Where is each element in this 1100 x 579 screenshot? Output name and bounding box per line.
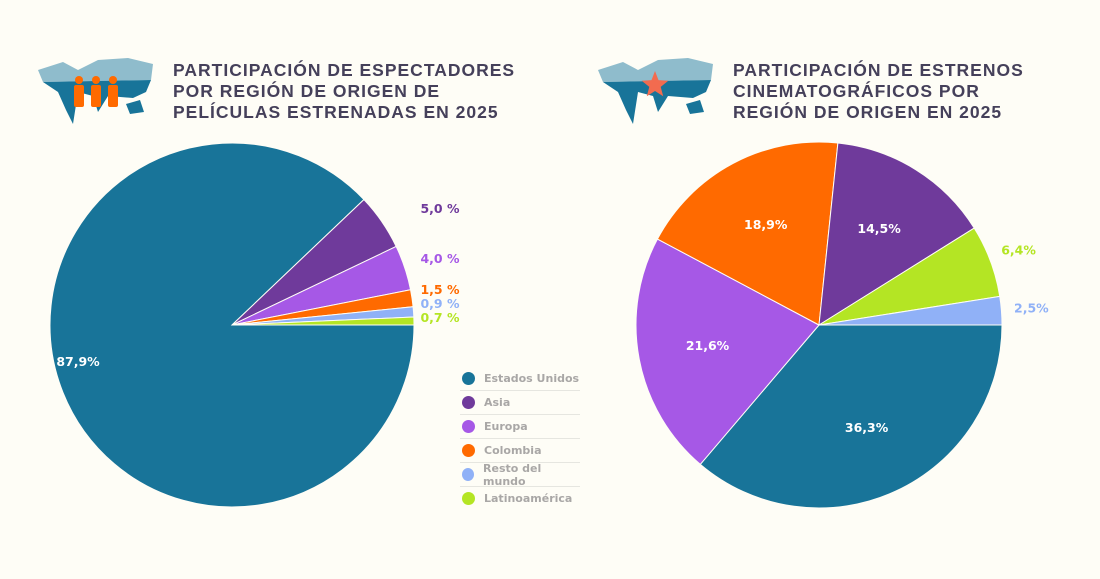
pie-slice-europa [635,238,820,466]
legend-item: Estados Unidos [460,367,580,391]
data-label: 0,7 % [420,310,459,325]
legend: Estados Unidos Asia Europa Colombia Resto de… [460,367,580,510]
data-label: 14,5% [857,221,901,236]
world-map-star-icon [598,58,713,124]
data-label: 5,0 % [420,201,459,216]
legend-swatch [462,492,475,505]
data-label: 6,4% [1001,242,1036,257]
legend-swatch [462,420,475,433]
data-label: 21,6% [686,338,730,353]
legend-label: Resto del mundo [483,461,542,488]
chart-title-releases: PARTICIPACIÓN DE ESTRENOS CINEMATOGRÁFIC… [733,60,1024,122]
legend-swatch [462,372,475,385]
legend-label: Latinoamérica [484,492,573,505]
pie-slice-asia [818,142,975,326]
legend-item: Colombia [460,439,580,463]
legend-label: Europa [484,420,528,433]
pie-slice-latinoamérica [231,316,415,326]
pie-slice-resto-del-mundo [818,295,1003,326]
legend-item: Asia [460,391,580,415]
legend-label: Asia [484,396,511,409]
pie-slice-colombia [656,141,839,326]
pie-slice-estados-unidos [699,324,1003,509]
legend-label: Colombia [484,444,542,457]
legend-item: Europa [460,415,580,439]
legend-swatch [462,396,475,409]
world-map-people-icon [38,58,153,124]
data-label: 87,9% [56,354,100,369]
data-label: 1,5 % [420,282,459,297]
legend-swatch [462,468,475,481]
legend-swatch [462,444,475,457]
data-label: 36,3% [845,420,889,435]
legend-item: Latinoamérica [460,487,580,510]
chart-title-spectators: PARTICIPACIÓN DE ESPECTADORES POR REGIÓN… [173,60,516,122]
data-label: 2,5% [1014,300,1049,315]
data-label: 4,0 % [420,251,459,266]
legend-item: Resto del mundo [460,461,580,488]
data-label: 18,9% [744,217,788,232]
data-label: 0,9 % [420,296,459,311]
legend-label: Estados Unidos [484,372,580,385]
